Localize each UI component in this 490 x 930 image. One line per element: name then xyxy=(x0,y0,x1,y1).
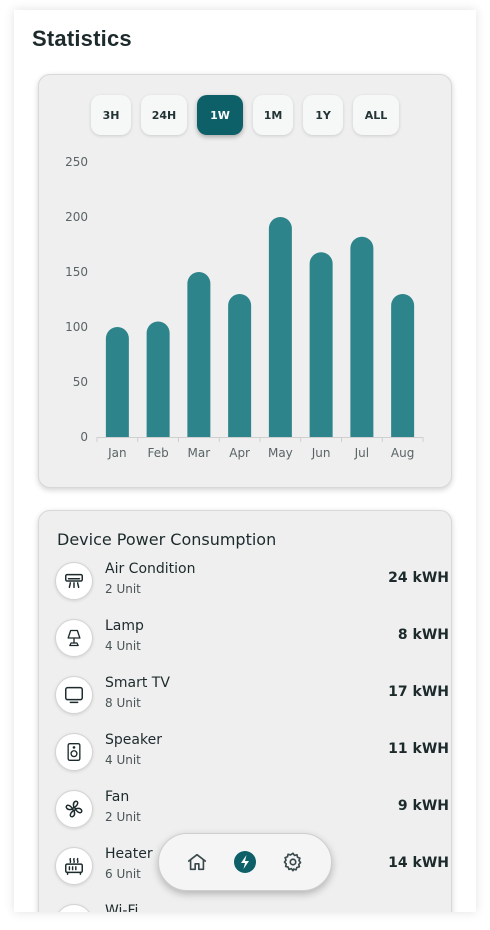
air-conditioner-icon xyxy=(55,562,93,600)
wifi-icon xyxy=(55,904,93,912)
bottom-navigation xyxy=(158,833,332,891)
bar-may xyxy=(268,217,292,437)
device-name: Heater xyxy=(105,846,153,862)
bar-jun xyxy=(309,252,333,437)
device-units: 2 Unit xyxy=(105,582,141,596)
tv-icon xyxy=(55,676,93,714)
statistics-chart-card: 0 50 100 150 200 250 Jan Feb Mar Apr May Jun Jul Aug … xyxy=(38,74,452,488)
home-icon xyxy=(187,853,207,871)
x-tick-label: Mar xyxy=(188,446,211,460)
bar-apr xyxy=(228,294,252,437)
device-row-wifi[interactable]: Wi-Fi xyxy=(55,903,435,912)
gear-icon xyxy=(283,852,302,872)
range-tab-1y[interactable]: 1Y xyxy=(303,95,343,135)
nav-energy-button[interactable] xyxy=(230,847,260,877)
range-tab-1w[interactable]: 1W xyxy=(197,95,243,135)
x-tick-label: Jan xyxy=(107,446,127,460)
x-tick-label: Aug xyxy=(391,446,414,460)
lightning-icon xyxy=(234,851,256,873)
device-power: 9 kWH xyxy=(397,798,449,814)
device-name: Fan xyxy=(105,789,130,805)
y-tick-label: 50 xyxy=(73,375,88,389)
x-tick-label: Jun xyxy=(311,446,331,460)
app-screen: Statistics 0 50 100 150 200 250 Jan Feb Mar Apr Ma… xyxy=(14,10,476,912)
bar-jan xyxy=(105,327,129,437)
y-tick-label: 100 xyxy=(65,320,88,334)
device-units: 2 Unit xyxy=(105,810,141,824)
device-name: Lamp xyxy=(105,618,144,634)
page-title: Statistics xyxy=(32,26,132,51)
bar-jul xyxy=(350,236,374,437)
range-tab-3h[interactable]: 3H xyxy=(91,95,131,135)
y-tick-label: 0 xyxy=(80,430,88,444)
device-row-heater[interactable]: Heater 6 Unit 14 kWH xyxy=(55,846,449,890)
range-tab-1m[interactable]: 1M xyxy=(253,95,293,135)
nav-settings-button[interactable] xyxy=(278,847,308,877)
nav-home-button[interactable] xyxy=(182,847,212,877)
speaker-icon xyxy=(55,733,93,771)
device-units: 8 Unit xyxy=(105,696,141,710)
range-tab-all[interactable]: ALL xyxy=(353,95,399,135)
device-power: 14 kWH xyxy=(388,855,449,871)
device-name: Air Condition xyxy=(105,561,196,577)
device-row-lamp[interactable]: Lamp 4 Unit 8 kWH xyxy=(55,618,449,662)
fan-icon xyxy=(55,790,93,828)
range-tab-24h[interactable]: 24H xyxy=(141,95,187,135)
bar-feb xyxy=(146,321,170,437)
device-units: 4 Unit xyxy=(105,753,141,767)
device-row-air-condition[interactable]: Air Condition 2 Unit 24 kWH xyxy=(55,561,449,605)
lamp-icon xyxy=(55,619,93,657)
bar-mar xyxy=(187,272,211,437)
device-power: 11 kWH xyxy=(388,741,449,757)
x-tick-label: Jul xyxy=(354,446,369,460)
x-tick-label: May xyxy=(268,446,293,460)
bar-aug xyxy=(391,294,415,437)
time-range-selector: 3H 24H 1W 1M 1Y ALL xyxy=(39,95,451,135)
heater-icon xyxy=(55,847,93,885)
device-row-fan[interactable]: Fan 2 Unit 9 kWH xyxy=(55,789,449,833)
device-name: Smart TV xyxy=(105,675,170,691)
device-row-speaker[interactable]: Speaker 4 Unit 11 kWH xyxy=(55,732,449,776)
device-power: 24 kWH xyxy=(388,570,449,586)
x-tick-label: Feb xyxy=(148,446,169,460)
device-name: Wi-Fi xyxy=(105,903,139,912)
device-units: 4 Unit xyxy=(105,639,141,653)
device-power: 17 kWH xyxy=(388,684,449,700)
y-tick-label: 200 xyxy=(65,210,88,224)
y-tick-label: 150 xyxy=(65,265,88,279)
device-power: 8 kWH xyxy=(397,627,449,643)
device-units: 6 Unit xyxy=(105,867,141,881)
device-name: Speaker xyxy=(105,732,162,748)
device-section-title: Device Power Consumption xyxy=(57,530,277,549)
y-tick-label: 250 xyxy=(65,155,88,169)
device-row-smart-tv[interactable]: Smart TV 8 Unit 17 kWH xyxy=(55,675,449,719)
x-tick-label: Apr xyxy=(229,446,250,460)
bar-chart: 0 50 100 150 200 250 Jan Feb Mar Apr May Jun Jul Aug xyxy=(65,155,424,460)
